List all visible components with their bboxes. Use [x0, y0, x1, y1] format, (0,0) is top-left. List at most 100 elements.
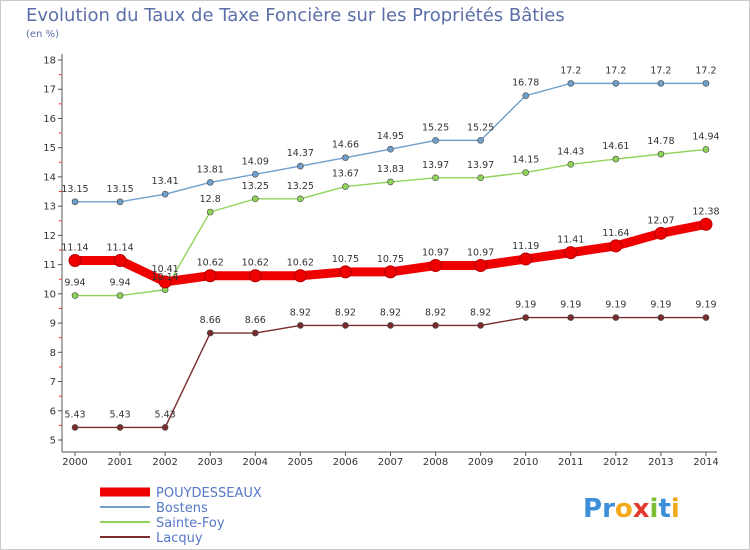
data-label: 14.66: [332, 140, 359, 151]
x-tick-label: 2003: [197, 457, 222, 468]
data-point: [71, 424, 79, 431]
x-tick-label: 2006: [333, 457, 358, 468]
data-label: 13.41: [152, 176, 179, 187]
data-point: [251, 329, 259, 337]
data-label: 12.38: [692, 206, 719, 217]
data-point: [116, 198, 124, 206]
data-point: [657, 150, 665, 158]
data-label: 8.66: [200, 315, 221, 326]
legend-label: Sainte-Foy: [156, 516, 225, 531]
data-point: [206, 329, 214, 337]
x-tick-label: 2002: [152, 457, 177, 468]
data-label: 15.25: [467, 122, 494, 133]
data-point: [432, 322, 439, 329]
data-point: [251, 170, 259, 178]
y-tick-label: 7: [50, 377, 56, 388]
data-point: [338, 265, 352, 279]
data-label: 14.61: [602, 141, 629, 152]
data-label: 8.92: [380, 307, 401, 318]
data-point: [387, 178, 394, 186]
data-point: [297, 195, 304, 203]
data-point: [161, 190, 169, 198]
data-label: 15.25: [422, 122, 449, 133]
data-point: [116, 292, 124, 299]
data-label: 10.75: [332, 254, 359, 265]
data-point: [387, 145, 394, 153]
data-label: 9.19: [695, 300, 716, 311]
data-point: [71, 292, 79, 299]
data-point: [161, 424, 169, 431]
data-point: [432, 137, 439, 144]
data-label: 13.25: [242, 181, 269, 192]
data-point: [657, 314, 665, 321]
data-point: [248, 269, 262, 283]
data-label: 13.15: [106, 184, 133, 195]
y-tick-label: 5: [50, 436, 56, 447]
data-label: 9.19: [650, 300, 671, 311]
data-label: 9.94: [64, 278, 85, 289]
data-point: [251, 195, 259, 203]
data-label: 11.14: [61, 243, 88, 254]
data-label: 12.8: [200, 194, 221, 205]
data-point: [567, 314, 575, 321]
x-tick-label: 2012: [603, 457, 628, 468]
data-point: [116, 424, 124, 431]
x-tick-label: 2008: [423, 457, 448, 468]
data-label: 11.41: [557, 235, 584, 246]
legend-label: Lacquy: [156, 531, 203, 546]
data-point: [612, 80, 620, 87]
data-label: 13.97: [422, 160, 449, 171]
data-label: 9.19: [605, 300, 626, 311]
data-point: [206, 179, 214, 186]
data-label: 10.97: [422, 247, 449, 258]
data-label: 14.09: [242, 156, 269, 167]
data-label: 10.62: [197, 258, 224, 269]
x-tick-label: 2001: [107, 457, 132, 468]
y-tick-label: 15: [43, 143, 56, 154]
data-point: [477, 322, 484, 329]
data-label: 13.97: [467, 160, 494, 171]
data-point: [297, 162, 304, 170]
data-point: [519, 252, 533, 266]
data-label: 10.14: [152, 272, 179, 283]
data-point: [612, 155, 620, 163]
x-tick-label: 2009: [468, 457, 493, 468]
data-label: 14.43: [557, 146, 584, 157]
x-tick-label: 2004: [243, 457, 268, 468]
y-tick-label: 14: [43, 172, 56, 183]
data-point: [567, 80, 575, 87]
data-point: [342, 322, 349, 329]
data-point: [609, 239, 623, 253]
data-label: 9.94: [109, 278, 130, 289]
data-label: 17.2: [605, 65, 626, 76]
data-label: 8.92: [335, 307, 356, 318]
data-label: 5.43: [64, 409, 85, 420]
data-label: 11.19: [512, 241, 539, 252]
data-label: 13.67: [332, 169, 359, 180]
data-point: [702, 146, 710, 153]
legend-label: POUYDESSEAUX: [156, 486, 262, 501]
data-point: [206, 208, 214, 216]
data-label: 17.2: [650, 65, 671, 76]
data-point: [342, 154, 349, 161]
data-label: 9.19: [515, 300, 536, 311]
data-point: [564, 246, 578, 260]
x-tick-label: 2005: [288, 457, 313, 468]
data-point: [203, 269, 217, 283]
data-point: [654, 226, 668, 240]
data-label: 12.07: [647, 215, 674, 226]
data-label: 8.92: [290, 307, 311, 318]
x-tick-label: 2010: [513, 457, 538, 468]
data-point: [71, 198, 79, 206]
x-tick-label: 2000: [62, 457, 87, 468]
data-point: [702, 80, 710, 87]
y-tick-label: 18: [43, 56, 56, 67]
data-point: [68, 254, 82, 268]
y-tick-label: 12: [43, 231, 56, 242]
y-tick-label: 16: [43, 114, 56, 125]
data-label: 13.15: [61, 184, 88, 195]
legend-label: Bostens: [156, 501, 208, 516]
data-label: 14.37: [287, 148, 314, 159]
data-point: [158, 275, 172, 289]
